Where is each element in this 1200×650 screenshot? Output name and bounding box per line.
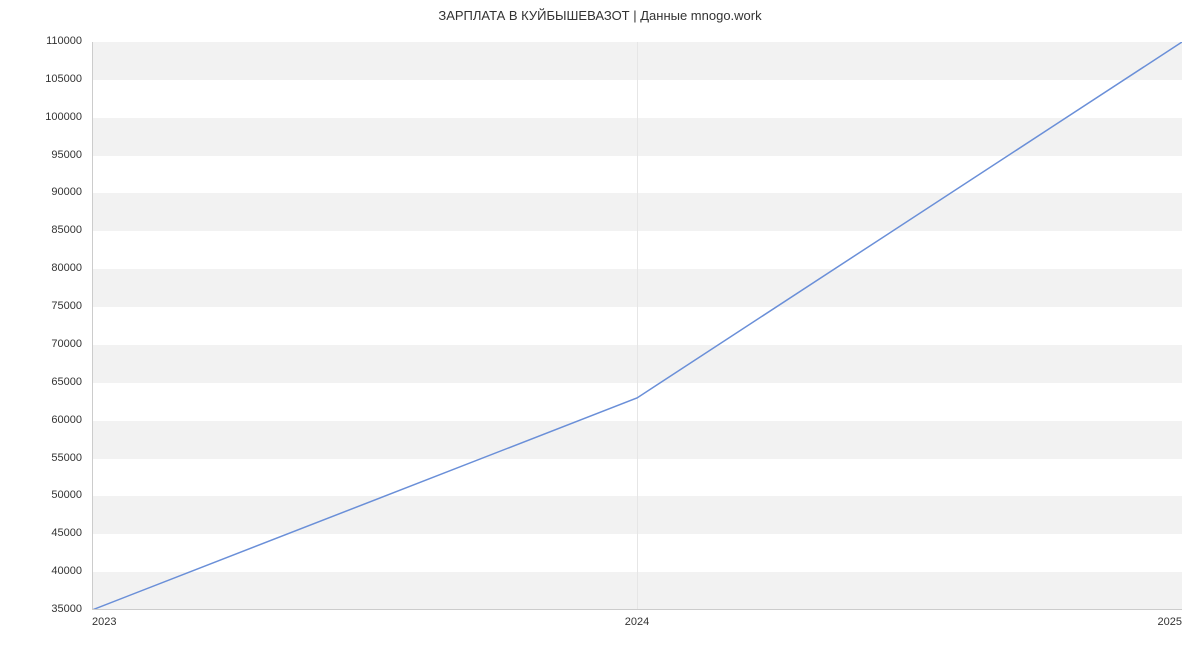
y-tick-label: 85000: [0, 224, 82, 236]
y-tick-label: 35000: [0, 603, 82, 615]
y-tick-label: 75000: [0, 300, 82, 312]
chart-title: ЗАРПЛАТА В КУЙБЫШЕВАЗОТ | Данные mnogo.w…: [0, 8, 1200, 23]
plot-area: [92, 42, 1182, 610]
x-tick-label: 2024: [607, 616, 667, 628]
y-tick-label: 100000: [0, 111, 82, 123]
x-tick-label: 2025: [1122, 616, 1182, 628]
salary-chart: ЗАРПЛАТА В КУЙБЫШЕВАЗОТ | Данные mnogo.w…: [0, 0, 1200, 650]
y-tick-label: 105000: [0, 73, 82, 85]
axis-border: [92, 42, 1182, 610]
y-tick-label: 40000: [0, 565, 82, 577]
y-tick-label: 60000: [0, 414, 82, 426]
y-tick-label: 65000: [0, 376, 82, 388]
y-tick-label: 50000: [0, 489, 82, 501]
y-tick-label: 95000: [0, 149, 82, 161]
y-tick-label: 110000: [0, 35, 82, 47]
y-tick-label: 55000: [0, 452, 82, 464]
x-tick-label: 2023: [92, 616, 152, 628]
y-tick-label: 90000: [0, 186, 82, 198]
y-tick-label: 45000: [0, 527, 82, 539]
y-tick-label: 70000: [0, 338, 82, 350]
y-tick-label: 80000: [0, 262, 82, 274]
